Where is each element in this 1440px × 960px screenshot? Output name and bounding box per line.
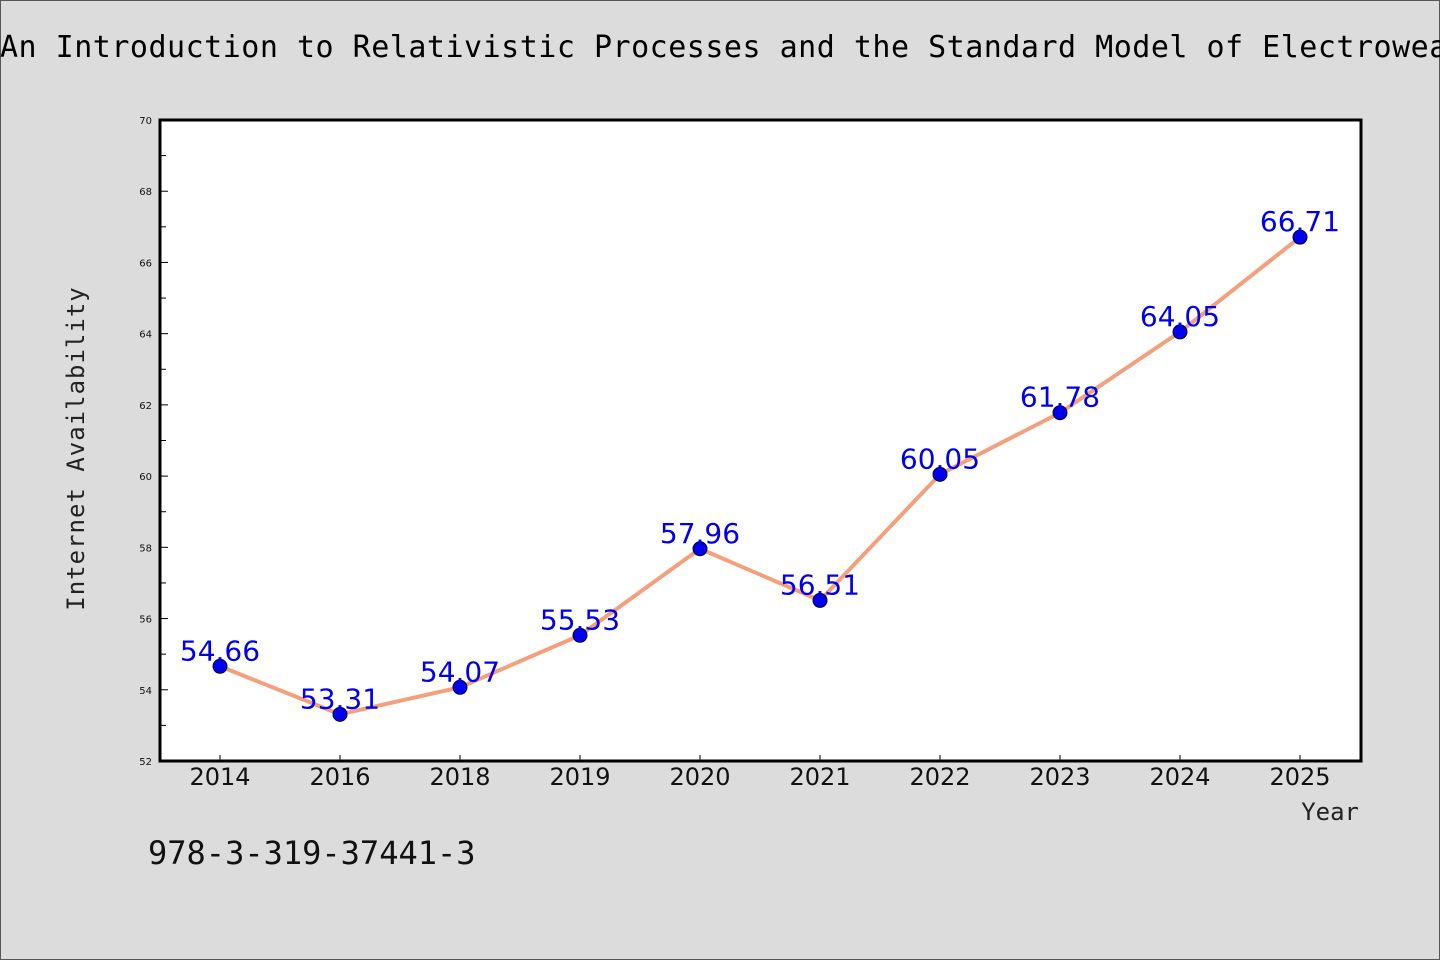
y-tick-label: 52 (139, 757, 152, 768)
series-line (219, 235, 1302, 717)
y-tick-label: 54 (139, 686, 152, 697)
x-tick-label: 2020 (669, 763, 730, 791)
data-point (332, 706, 348, 722)
data-point (1172, 324, 1188, 340)
y-axis-label: Internet Availability (62, 286, 90, 610)
x-tick-label: 2014 (189, 763, 250, 791)
data-label: 55.53 (540, 603, 620, 636)
y-tick-label: 68 (139, 187, 152, 198)
x-tick-label: 2023 (1029, 763, 1090, 791)
data-point (1052, 405, 1068, 421)
x-tick-label: 2016 (309, 763, 370, 791)
y-tick-label: 64 (139, 330, 152, 341)
data-point (212, 658, 228, 674)
y-tick-label: 62 (139, 401, 152, 412)
data-point (572, 627, 588, 643)
data-label: 53.31 (300, 682, 380, 715)
data-label: 54.66 (180, 634, 260, 667)
x-axis: 2014 2016 2018 2019 2020 2021 2022 2023 2024 2025 (189, 755, 1331, 791)
y-tick-label: 56 (139, 615, 152, 626)
series-points (212, 229, 1308, 722)
x-tick-label: 2025 (1269, 763, 1330, 791)
isbn-text: 978-3-319-37441-3 (148, 834, 476, 872)
data-label: 61.78 (1020, 381, 1100, 414)
x-tick-label: 2024 (1149, 763, 1210, 791)
x-tick-label: 2019 (549, 763, 610, 791)
data-label: 56.51 (780, 568, 860, 601)
y-tick-label: 60 (139, 472, 152, 483)
data-point (1292, 229, 1308, 245)
x-axis-label: Year (1301, 798, 1359, 826)
x-tick-label: 2018 (429, 763, 490, 791)
plot-area (158, 118, 1363, 763)
x-tick-label: 2021 (789, 763, 850, 791)
data-label: 64.05 (1140, 300, 1220, 333)
data-point (452, 679, 468, 695)
y-tick-label: 58 (139, 543, 152, 554)
data-point (932, 466, 948, 482)
data-point (692, 541, 708, 557)
data-label: 57.96 (660, 517, 740, 550)
y-tick-label: 66 (139, 258, 152, 269)
chart-title: An Introduction to Relativistic Processe… (0, 30, 1440, 65)
data-label: 66.71 (1260, 205, 1340, 238)
x-tick-label: 2022 (909, 763, 970, 791)
y-axis: 52 54 56 58 60 62 64 66 68 70 (139, 116, 168, 768)
y-tick-label: 70 (139, 116, 152, 127)
data-point (812, 592, 828, 608)
data-labels: 54.66 53.31 54.07 55.53 57.96 56.51 60.05 61.78… (180, 205, 1340, 715)
series-polyline (219, 235, 1302, 717)
data-label: 60.05 (900, 442, 980, 475)
data-label: 54.07 (420, 655, 500, 688)
